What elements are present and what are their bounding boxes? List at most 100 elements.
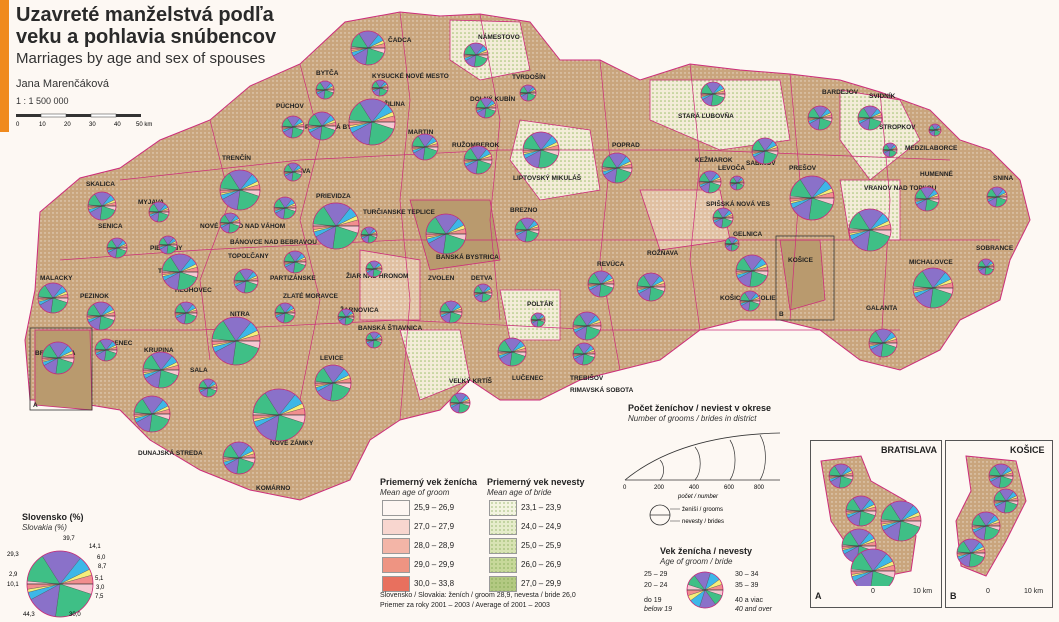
accent-bar [0, 0, 9, 132]
district-label: RIMAVSKÁ SOBOTA [570, 385, 634, 394]
district-pie [572, 311, 602, 341]
district-pie [473, 283, 493, 303]
district-pie [522, 131, 560, 169]
district-pie [700, 81, 726, 107]
groom-half-label: ženíší / grooms [682, 507, 723, 513]
district-label: SOBRANCE [976, 245, 1014, 252]
district-label: KOMÁRNO [256, 483, 290, 492]
legend-swatch [489, 576, 517, 592]
inset-kosice-title: KOŠICE [1010, 445, 1045, 455]
district-label: POLTÁR [527, 299, 554, 308]
district-pie [86, 301, 116, 331]
district-pie [735, 254, 769, 288]
district-pie [365, 260, 383, 278]
district-label: BYTČA [316, 68, 339, 77]
legend-note-2: Priemer za roky 2001 – 2003 / Average of… [380, 602, 550, 609]
age-legend-title: Vek ženícha / nevesty [660, 546, 753, 556]
district-pie [868, 328, 898, 358]
district-pie [371, 79, 389, 97]
district-label: LUČENEC [512, 373, 544, 382]
district-label: VEĽKÝ KRTÍŠ [449, 376, 493, 385]
district-pie [848, 208, 892, 252]
legend-swatch [382, 500, 410, 516]
district-label: HLOHOVEC [175, 287, 212, 294]
district-pie [475, 97, 497, 119]
age-label-below-19: below 19 [644, 606, 673, 613]
district-label: TURČIANSKE TEPLICE [363, 207, 436, 216]
district-label: RUŽOMBEROK [452, 140, 500, 149]
district-pie [87, 191, 117, 221]
kosice-district-pie [988, 463, 1014, 489]
district-pie [698, 170, 722, 194]
legend-swatch [489, 557, 517, 573]
count-tick: 200 [654, 485, 665, 491]
district-label: PEZINOK [80, 293, 109, 300]
slovakia-pie-label: 6,0 [97, 555, 106, 561]
age-label-25-29: 25 – 29 [644, 571, 668, 578]
district-label: PRIEVIDZA [316, 193, 351, 200]
district-label: DOLNÝ KUBÍN [470, 94, 515, 103]
district-pie [411, 133, 439, 161]
district-label: MYJAVA [138, 199, 164, 206]
scale-ratio: 1 : 1 500 000 [16, 96, 69, 106]
district-pie [729, 175, 745, 191]
slovakia-pie-label: 44,3 [23, 612, 35, 618]
map-subtitle: Marriages by age and sex of spouses [16, 50, 266, 67]
slovakia-pie-label: 29,3 [7, 552, 19, 558]
scale-tick: 0 [16, 122, 20, 128]
district-pie [337, 308, 355, 326]
district-label: ZVOLEN [428, 275, 455, 282]
district-label: BARDEJOV [822, 89, 859, 96]
district-label: ŽARNOVICA [340, 305, 379, 314]
bride-legend-title: Priemerný vek nevesty [487, 477, 585, 487]
inset-frame-b [775, 235, 835, 321]
slovakia-pie-label: 2,9 [9, 572, 18, 578]
bratislava-district-pie [880, 500, 922, 542]
title-line-1: Uzavreté manželstvá podľa [16, 4, 274, 26]
district-pie [751, 137, 779, 165]
district-label: NOVÉ ZÁMKY [270, 438, 314, 447]
district-pie [273, 196, 297, 220]
district-pie [912, 267, 954, 309]
district-pie [315, 80, 335, 100]
district-label: STROPKOV [879, 124, 916, 131]
district-label: TREBIŠOV [570, 373, 604, 382]
district-shade [399, 329, 471, 401]
district-label: NITRA [230, 311, 250, 318]
district-pie [601, 152, 633, 184]
age-label-20-24: 20 – 24 [644, 582, 668, 589]
district-pie [439, 300, 463, 324]
scale-tick: 50 km [136, 122, 152, 128]
district-label: MALACKY [40, 275, 73, 282]
slovakia-pie-label: 10,1 [7, 582, 19, 588]
district-pie [133, 395, 171, 433]
count-tick: 600 [724, 485, 735, 491]
district-pie [463, 42, 489, 68]
district-pie [283, 162, 303, 182]
age-legend-pie-chart [686, 571, 724, 609]
slovakia-pie-chart [26, 550, 94, 618]
slovakia-pie-label: 30,0 [69, 612, 81, 618]
bride-half-label: nevesty / brides [682, 519, 724, 525]
district-pie [283, 250, 307, 274]
district-label: ČADCA [388, 35, 412, 44]
district-label: GALANTA [866, 305, 898, 312]
district-pie [348, 98, 396, 146]
district-pie [712, 207, 734, 229]
legend-swatch [382, 557, 410, 573]
district-label: KOŠICE [788, 255, 814, 264]
district-label: GELNICA [733, 231, 763, 238]
district-pie [198, 378, 218, 398]
legend-swatch-label: 24,0 – 24,9 [521, 522, 562, 531]
district-pie [252, 388, 306, 442]
district-label: SNINA [993, 175, 1014, 182]
district-label: SALA [190, 367, 208, 374]
slovakia-pie: 39,7 14,1 6,0 8,7 29,3 2,9 10,1 5,1 3,0 7,5 44,3 30… [7, 536, 107, 618]
inset-letter-a: A [33, 402, 38, 409]
district-pie [158, 235, 178, 255]
district-label: KYSUCKÉ NOVÉ MESTO [372, 71, 449, 80]
inset-kosice-scale-0: 0 [986, 588, 990, 595]
district-pie [219, 169, 261, 211]
author: Jana Marenčáková [16, 78, 109, 90]
